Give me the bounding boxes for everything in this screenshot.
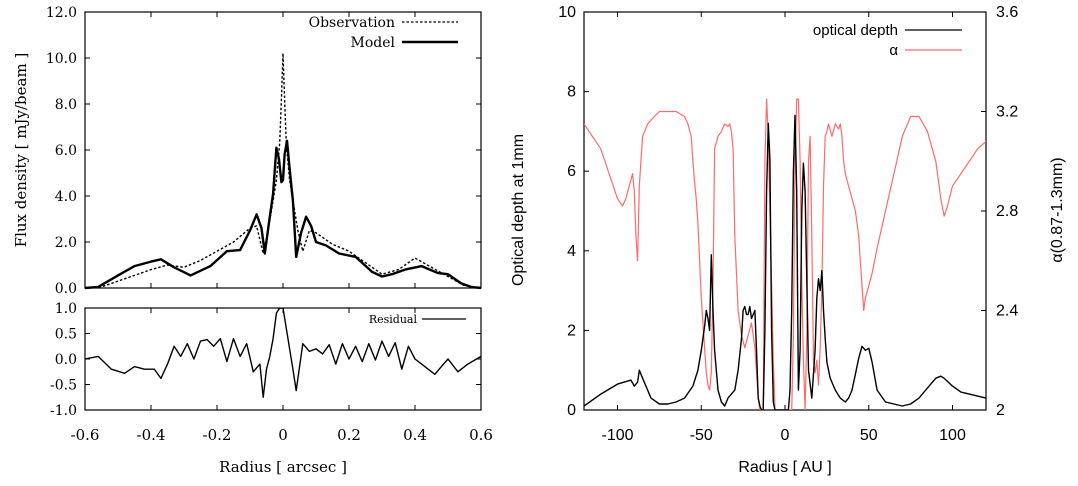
flux-y-tick-label: 0.0 [55, 281, 77, 297]
residual-x-tick-label: 0 [278, 426, 288, 444]
residual-x-tick-label: -0.2 [203, 426, 232, 444]
residual-y-ticks: -1.0 -0.5 0.0 0.5 1.0 [50, 301, 481, 419]
residual-y-tick-label: 0.0 [55, 352, 77, 368]
residual-series [85, 308, 481, 398]
flux-y-tick-label: 2.0 [55, 235, 77, 251]
optical-plot-frame [583, 11, 987, 411]
flux-plot-frame [84, 11, 482, 289]
optical-y-tick-label: 4 [567, 243, 576, 260]
residual-y-tick-label: -1.0 [50, 403, 77, 419]
legend-label-optical-depth: optical depth [813, 22, 898, 39]
alpha-y-tick-label: 3.2 [996, 104, 1018, 121]
optical-y-tick-label: 10 [558, 4, 576, 21]
optical-x-tick-label: 0 [781, 427, 790, 444]
residual-y-tick-label: 1.0 [55, 301, 77, 317]
optical-y-ticks: 0 2 4 6 8 10 [558, 4, 589, 419]
flux-y-tick-label: 12.0 [46, 5, 77, 21]
flux-y-tick-label: 8.0 [55, 97, 77, 113]
residual-y-tick-label: -0.5 [50, 378, 77, 394]
flux-y-ticks: 0.0 2.0 4.0 6.0 8.0 10.0 12.0 [46, 5, 481, 297]
residual-x-tick-label: 0.4 [403, 426, 427, 444]
series-line-model [84, 139, 482, 290]
residual-x-axis-label: Radius [ arcsec ] [219, 458, 347, 476]
optical-x-tick-label: -50 [690, 427, 713, 444]
optical-y-tick-label: 2 [567, 322, 576, 339]
legend-label-model: Model [351, 35, 396, 51]
panel-optical-depth: 0 2 4 6 8 10 2 2.4 2.8 3.2 3.6 -100 -50 0 50 100 Opti… [510, 4, 1066, 476]
alpha-y-tick-label: 3.6 [996, 4, 1018, 21]
residual-x-tick-label: 0.6 [469, 426, 493, 444]
alpha-y-tick-label: 2.4 [996, 303, 1018, 320]
flux-y-tick-label: 6.0 [55, 143, 77, 159]
residual-y-tick-label: 0.5 [55, 327, 77, 343]
alpha-y-axis-label: α(0.87-1.3mm) [1049, 157, 1066, 262]
residual-x-tick-label: 0.2 [337, 426, 361, 444]
legend-label-alpha: α [889, 42, 898, 59]
legend-label-residual: Residual [369, 313, 418, 326]
optical-x-tick-label: -100 [601, 427, 633, 444]
optical-legend: optical depth α [813, 22, 962, 59]
series-line-residual [85, 308, 481, 398]
residual-x-ticks: -0.6 -0.4 -0.2 0 0.2 0.4 0.6 [71, 308, 493, 444]
series-line-optical-depth [584, 114, 986, 410]
flux-y-tick-label: 10.0 [46, 51, 77, 67]
flux-legend: Observation Model [309, 15, 458, 51]
alpha-y-ticks: 2 2.4 2.8 3.2 3.6 [981, 4, 1018, 419]
optical-y-axis-label: Optical depth at 1mm [510, 134, 527, 286]
panel-flux-density: 0.0 2.0 4.0 6.0 8.0 10.0 12.0 Flux density [ m… [12, 5, 482, 297]
optical-y-tick-label: 8 [567, 84, 576, 101]
optical-series [584, 98, 986, 410]
residual-legend: Residual [369, 313, 466, 326]
alpha-y-tick-label: 2.8 [996, 203, 1018, 220]
alpha-y-tick-label: 2 [996, 402, 1005, 419]
series-line-alpha [584, 98, 986, 410]
optical-y-tick-label: 0 [567, 402, 576, 419]
flux-x-ticks [84, 12, 482, 288]
flux-y-tick-label: 4.0 [55, 189, 77, 205]
optical-x-tick-label: 100 [939, 427, 966, 444]
optical-x-ticks: -100 -50 0 50 100 [601, 12, 966, 444]
legend-label-observation: Observation [309, 15, 395, 31]
residual-clip-group [85, 308, 481, 398]
optical-x-axis-label: Radius [ AU ] [738, 459, 831, 476]
flux-series [84, 52, 482, 290]
residual-plot-frame [84, 307, 482, 411]
residual-x-tick-label: -0.4 [137, 426, 166, 444]
flux-y-axis-label: Flux density [ mJy/beam ] [12, 53, 30, 248]
panel-residual: -1.0 -0.5 0.0 0.5 1.0 -0.6 -0.4 -0.2 0 0.2 0.4 0.6… [50, 301, 493, 476]
optical-x-tick-label: 50 [860, 427, 878, 444]
optical-y-tick-label: 6 [567, 163, 576, 180]
residual-x-tick-label: -0.6 [71, 426, 100, 444]
optical-clip-group [584, 98, 986, 410]
